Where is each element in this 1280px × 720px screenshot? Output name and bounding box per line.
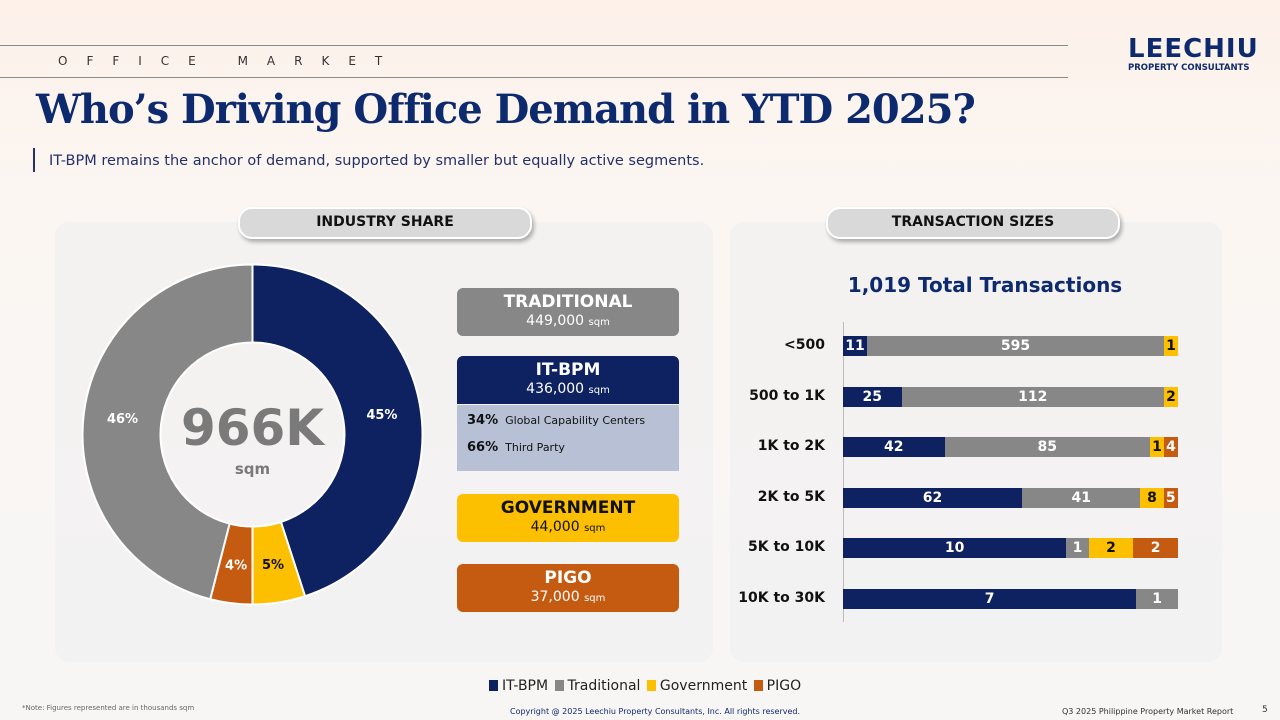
bar-segment-traditional: 1 bbox=[1136, 588, 1178, 609]
category-pigo: PIGO 37,000 sqm bbox=[457, 564, 679, 612]
page-title: Who’s Driving Office Demand in YTD 2025? bbox=[36, 86, 976, 133]
bar-segment-government: 2 bbox=[1088, 538, 1134, 558]
legend-item: Traditional bbox=[567, 678, 641, 694]
bar-segment-it-bpm: 7 bbox=[843, 588, 1137, 609]
bar-category-label: 1K to 2K bbox=[757, 438, 825, 454]
legend-item: PIGO bbox=[766, 678, 802, 694]
bar-segment-pigo: 2 bbox=[1133, 538, 1178, 558]
bar-segment-traditional: 1 bbox=[1066, 538, 1089, 558]
divider bbox=[0, 77, 1068, 78]
total-transactions: 1,019 Total Transactions bbox=[847, 273, 1123, 297]
copyright: Copyright @ 2025 Leechiu Property Consul… bbox=[510, 707, 801, 716]
legend-swatch-pigo bbox=[753, 680, 763, 691]
legend: IT-BPM Traditional Government PIGO bbox=[487, 678, 801, 694]
donut-label: 45% bbox=[366, 408, 397, 423]
industry-donut-chart: 45% 5% 4% 46% bbox=[81, 263, 424, 606]
bar-segment-it-bpm: 10 bbox=[843, 538, 1067, 558]
category-traditional: TRADITIONAL 449,000 sqm bbox=[457, 288, 679, 336]
category-government: GOVERNMENT 44,000 sqm bbox=[457, 494, 679, 542]
bar-segment-government: 1 bbox=[1150, 437, 1164, 457]
report-name: Q3 2025 Philippine Property Market Repor… bbox=[1062, 707, 1234, 716]
section-kicker: OFFICE MARKET bbox=[58, 54, 402, 68]
donut-slice-it-bpm bbox=[251, 263, 424, 598]
page-subtitle: IT-BPM remains the anchor of demand, sup… bbox=[33, 148, 704, 172]
bar-segment-it-bpm: 11 bbox=[843, 336, 867, 356]
bar-category-label: 10K to 30K bbox=[738, 589, 825, 606]
donut-label: 5% bbox=[262, 558, 284, 573]
legend-item: IT-BPM bbox=[502, 678, 549, 694]
transaction-sizes-heading: TRANSACTION SIZES bbox=[826, 207, 1120, 239]
legend-swatch-traditional bbox=[554, 680, 564, 691]
bar-axis bbox=[843, 322, 844, 622]
bar-segment-government: 8 bbox=[1140, 487, 1164, 508]
donut-label: 4% bbox=[225, 558, 247, 573]
bar-segment-it-bpm: 62 bbox=[843, 487, 1023, 508]
footnote: *Note: Figures represented are in thousa… bbox=[22, 704, 195, 712]
itbpm-breakdown: 34% Global Capability Centers 66% Third … bbox=[457, 405, 679, 471]
donut-center-value: 966K bbox=[180, 399, 325, 457]
category-itbpm: IT-BPM 436,000 sqm bbox=[457, 356, 679, 404]
bar-segment-it-bpm: 42 bbox=[843, 437, 945, 457]
logo: LEECHIU PROPERTY CONSULTANTS bbox=[1128, 34, 1259, 73]
divider bbox=[0, 45, 1068, 46]
donut-center-unit: sqm bbox=[234, 460, 271, 478]
donut-label: 46% bbox=[107, 412, 138, 427]
bar-category-label: 2K to 5K bbox=[757, 488, 825, 505]
bar-segment-it-bpm: 25 bbox=[843, 386, 902, 407]
bar-segment-traditional: 85 bbox=[944, 437, 1150, 457]
industry-share-heading: INDUSTRY SHARE bbox=[238, 207, 532, 239]
bar-segment-traditional: 112 bbox=[901, 386, 1164, 407]
page-number: 5 bbox=[1262, 705, 1268, 715]
bar-category-label: <500 bbox=[784, 337, 825, 353]
bar-category-label: 500 to 1K bbox=[749, 387, 825, 404]
bar-segment-government: 2 bbox=[1164, 386, 1178, 407]
bar-category-label: 5K to 10K bbox=[748, 539, 825, 555]
legend-swatch-government bbox=[646, 680, 656, 691]
bar-segment-traditional: 595 bbox=[867, 336, 1164, 356]
bar-segment-traditional: 41 bbox=[1022, 487, 1141, 508]
legend-swatch-itbpm bbox=[489, 680, 498, 691]
bar-segment-pigo: 4 bbox=[1164, 437, 1178, 457]
donut-slice-traditional bbox=[81, 263, 254, 601]
legend-item: Government bbox=[659, 678, 748, 694]
bar-segment-pigo: 5 bbox=[1163, 487, 1178, 508]
bar-segment-government: 1 bbox=[1164, 336, 1178, 356]
